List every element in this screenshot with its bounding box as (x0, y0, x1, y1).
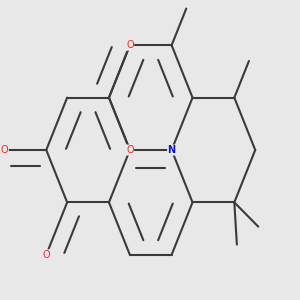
Text: O: O (1, 145, 8, 155)
Text: N: N (168, 145, 176, 155)
Text: O: O (126, 40, 134, 50)
Text: O: O (43, 250, 50, 260)
Text: O: O (126, 145, 134, 155)
